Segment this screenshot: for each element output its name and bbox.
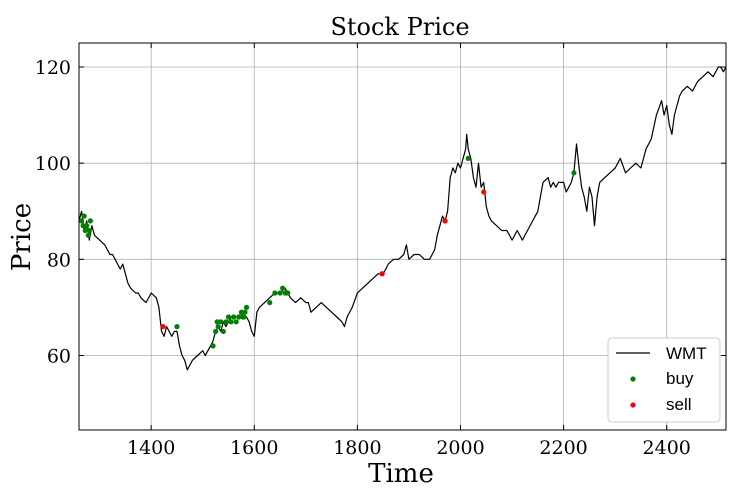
price-line-layer — [78, 66, 727, 371]
legend-label-wmt: WMT — [666, 344, 707, 363]
buy-point — [285, 290, 291, 296]
buy-point — [241, 314, 247, 320]
axis-ticks — [79, 43, 726, 430]
y-axis-label: Price — [7, 203, 37, 271]
buy-point — [231, 314, 237, 320]
buy-point — [215, 324, 221, 330]
buy-point — [214, 319, 220, 325]
buy-point — [236, 314, 242, 320]
buy-point — [85, 232, 91, 238]
x-tick-label: 2000 — [436, 437, 484, 459]
sell-point — [379, 271, 385, 277]
buy-point — [277, 290, 283, 296]
sell-point — [442, 218, 448, 224]
buy-point — [225, 314, 232, 320]
chart-title: Stock Price — [330, 13, 469, 41]
trade-points-layer — [78, 155, 577, 349]
buy-point — [81, 213, 87, 219]
sell-point — [160, 324, 166, 330]
buy-point — [80, 223, 86, 229]
legend-label-sell: sell — [666, 395, 692, 414]
buy-point — [238, 309, 244, 315]
legend: WMT buy sell — [607, 337, 721, 423]
x-tick-label: 1800 — [333, 437, 381, 459]
x-tick-label: 1600 — [230, 437, 278, 459]
buy-point — [82, 227, 88, 234]
buy-point — [218, 319, 224, 325]
x-tick-label: 2200 — [539, 437, 587, 459]
wmt-price-line — [78, 66, 727, 371]
buy-point — [220, 328, 226, 335]
buy-point — [78, 218, 85, 224]
x-tick-label: 1400 — [127, 437, 175, 459]
buy-point — [233, 319, 239, 325]
buy-point — [174, 324, 180, 330]
y-tick-label: 80 — [47, 249, 71, 271]
legend-sell-marker — [630, 402, 636, 408]
buy-point — [280, 285, 286, 291]
axis-tick-labels: 1400 1600 1800 2000 2200 2400 60 80 100 120 — [35, 57, 691, 459]
buy-point — [84, 223, 90, 229]
legend-box — [607, 337, 721, 423]
buy-point — [228, 319, 234, 325]
buy-point — [571, 170, 577, 176]
x-axis-label: Time — [368, 459, 434, 489]
buy-point — [242, 309, 248, 315]
buy-point — [272, 290, 278, 296]
y-tick-label: 120 — [35, 57, 71, 79]
buy-point — [465, 155, 471, 161]
y-tick-label: 100 — [35, 153, 71, 175]
legend-label-buy: buy — [666, 369, 694, 388]
y-tick-label: 60 — [47, 345, 71, 367]
buy-point — [267, 300, 273, 306]
legend-buy-marker — [630, 376, 636, 382]
sell-point — [481, 189, 487, 195]
buy-point — [213, 328, 219, 335]
buy-point — [210, 343, 216, 349]
plot-frame — [78, 42, 727, 431]
buy-point — [86, 227, 92, 234]
buy-point — [87, 218, 93, 224]
x-tick-label: 2400 — [643, 437, 691, 459]
buy-point — [223, 319, 229, 325]
buy-point — [243, 304, 250, 311]
